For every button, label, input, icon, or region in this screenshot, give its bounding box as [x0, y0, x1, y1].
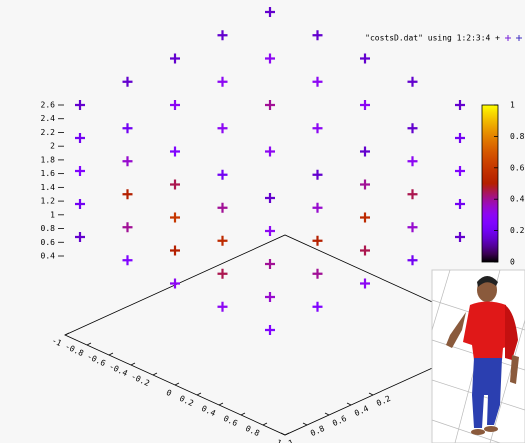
- chart: "costsD.dat" using 1:2:3:4 + -1-0.8-0.6-…: [0, 0, 525, 443]
- z-tick-label: 1.4: [41, 183, 56, 192]
- colorbar-tick-label: 0.4: [510, 195, 525, 204]
- colorbar-tick-label: 0: [510, 258, 515, 267]
- z-tick-label: 1.2: [41, 197, 56, 206]
- z-tick-label: 0.4: [41, 252, 56, 261]
- inset-figure: [432, 270, 525, 443]
- z-tick-label: 1.8: [41, 155, 56, 164]
- z-tick-label: 1: [50, 210, 55, 219]
- z-tick-label: 2.2: [41, 128, 56, 137]
- z-tick-label: 2.4: [41, 114, 56, 123]
- z-tick-label: 2: [50, 142, 55, 151]
- z-tick-label: 0.6: [41, 238, 56, 247]
- page: {"chart_data": {"type": "scatter3d", "se…: [0, 0, 525, 443]
- colorbar-tick-label: 0.6: [510, 163, 525, 172]
- z-tick-label: 0.8: [41, 224, 56, 233]
- colorbar-tick-label: 1: [510, 101, 515, 110]
- z-tick-label: 2.6: [41, 101, 56, 110]
- colorbar: [482, 105, 498, 262]
- colorbar-tick-label: 0.2: [510, 226, 525, 235]
- colorbar-tick-label: 0.8: [510, 132, 525, 141]
- z-tick-label: 1.6: [41, 169, 56, 178]
- legend-label: "costsD.dat" using 1:2:3:4 +: [365, 34, 500, 43]
